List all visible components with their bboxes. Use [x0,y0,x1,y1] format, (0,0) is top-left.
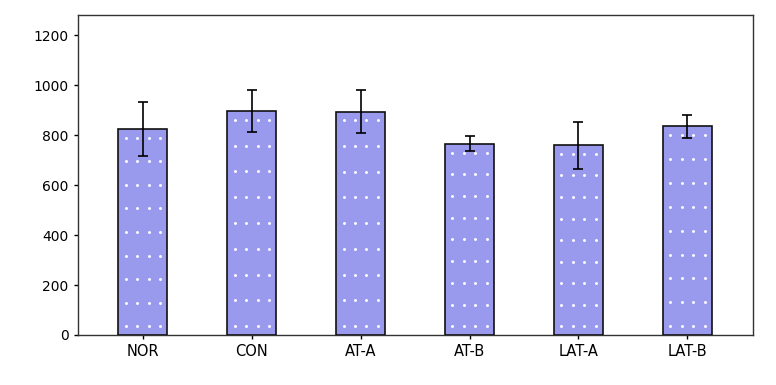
Bar [119,129,168,335]
Bar [554,145,603,335]
Bar [663,127,712,335]
Bar [227,111,276,335]
Bar [336,112,385,335]
Bar [445,144,494,335]
